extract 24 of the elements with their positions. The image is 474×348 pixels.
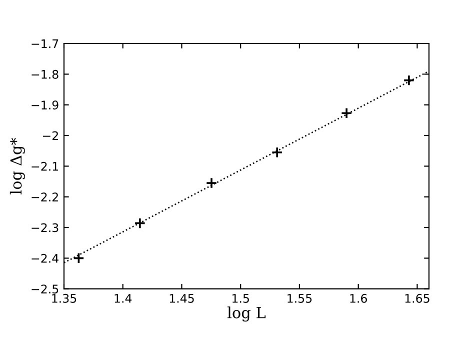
x-tick-label: 1.55 bbox=[288, 294, 312, 303]
x-tick-label: 1.5 bbox=[232, 294, 249, 303]
y-tick-label: −2 bbox=[42, 131, 58, 140]
x-axis-title: log L bbox=[227, 306, 266, 322]
y-tick-label: −1.8 bbox=[32, 70, 58, 79]
point bbox=[72, 252, 84, 264]
point bbox=[206, 177, 218, 189]
point bbox=[271, 146, 283, 158]
point bbox=[134, 217, 146, 229]
y-tick-label: −2.3 bbox=[32, 223, 58, 232]
point bbox=[340, 107, 352, 119]
x-tick-label: 1.45 bbox=[170, 294, 194, 303]
y-tick-label: −2.2 bbox=[32, 192, 58, 202]
y-tick-label: −2.5 bbox=[32, 284, 58, 294]
x-tick-label: 1.4 bbox=[114, 294, 132, 303]
point bbox=[403, 74, 415, 86]
y-axis-title: log Δg* bbox=[10, 138, 25, 194]
y-tick-label: −2.1 bbox=[32, 162, 58, 171]
x-tick-label: 1.6 bbox=[350, 294, 367, 303]
y-tick-label: −2.4 bbox=[32, 254, 58, 263]
y-tick-label: −1.9 bbox=[32, 100, 58, 110]
x-tick-label: 1.35 bbox=[52, 294, 76, 303]
x-tick-label: 1.65 bbox=[405, 294, 430, 303]
y-tick-label: −1.7 bbox=[32, 39, 58, 48]
